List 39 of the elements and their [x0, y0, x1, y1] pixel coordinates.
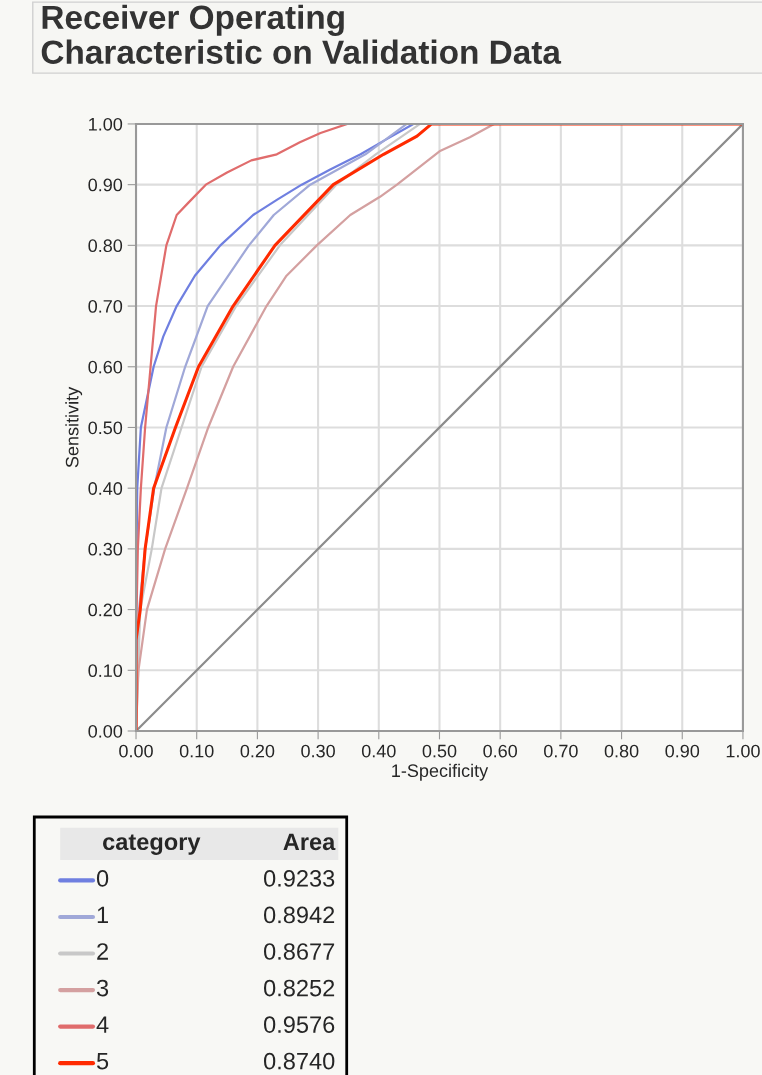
- y-tick-label: 0.10: [88, 664, 123, 678]
- y-tick-label: 0.20: [88, 603, 123, 617]
- y-tick-label: 1.00: [89, 117, 123, 131]
- x-axis-title: 1-Specificity: [392, 763, 489, 781]
- legend-label: 3: [96, 979, 109, 997]
- y-tick-label: 0.00: [88, 724, 123, 738]
- text: 0.8677: [263, 943, 335, 960]
- x-tick-label: 0.90: [665, 744, 700, 758]
- legend-label: 5: [96, 1053, 109, 1070]
- x-tick-label: 0.10: [179, 744, 214, 758]
- legend-label: 0: [96, 870, 109, 887]
- text: 0.9233: [263, 870, 335, 887]
- y-tick-label: 0.60: [88, 360, 123, 374]
- x-tick-label: 0.20: [240, 744, 275, 758]
- y-tick-label: 0.30: [88, 542, 123, 556]
- x-tick-label: 1.00: [726, 744, 760, 758]
- x-tick-label: 0.80: [604, 744, 639, 758]
- x-tick-label: 0.60: [483, 744, 518, 758]
- y-tick-label: 0.90: [88, 178, 123, 192]
- text: 0.8740: [263, 1052, 335, 1070]
- text: 0.8942: [263, 906, 335, 924]
- text: 0.9576: [263, 1016, 335, 1033]
- y-tick-label: 0.70: [88, 300, 123, 313]
- legend-label: 2: [97, 943, 108, 960]
- y-axis-title: Sensitivity: [65, 386, 83, 468]
- y-tick-label: 0.50: [88, 421, 123, 435]
- chart-title: Receiver Operating Characteristic on Validation Data: [41, 4, 562, 64]
- legend-label: 4: [96, 1016, 109, 1033]
- x-tick-label: 0.30: [301, 744, 335, 758]
- text: 0.8252: [263, 979, 335, 997]
- y-tick-label: 0.80: [88, 239, 123, 253]
- legend-title: category: [103, 834, 201, 855]
- x-tick-label: 0.70: [544, 744, 578, 758]
- legend-label: 1: [97, 906, 108, 924]
- text: Area: [283, 833, 336, 851]
- y-tick-label: 0.40: [88, 482, 123, 495]
- x-tick-label: 0.40: [361, 744, 396, 758]
- x-tick-label: 0.50: [422, 744, 457, 758]
- x-tick-label: 0.00: [119, 744, 153, 758]
